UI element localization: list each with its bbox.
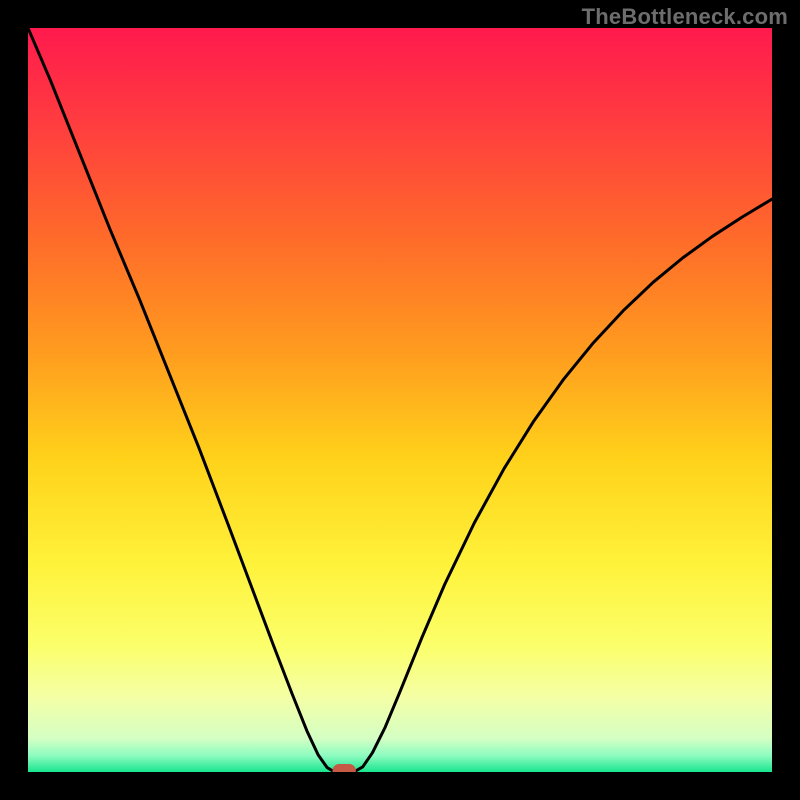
watermark-text: TheBottleneck.com — [582, 4, 788, 30]
min-marker — [333, 765, 355, 772]
gradient-background — [28, 28, 772, 772]
chart-frame: TheBottleneck.com — [0, 0, 800, 800]
chart-svg — [28, 28, 772, 772]
plot-area — [28, 28, 772, 772]
